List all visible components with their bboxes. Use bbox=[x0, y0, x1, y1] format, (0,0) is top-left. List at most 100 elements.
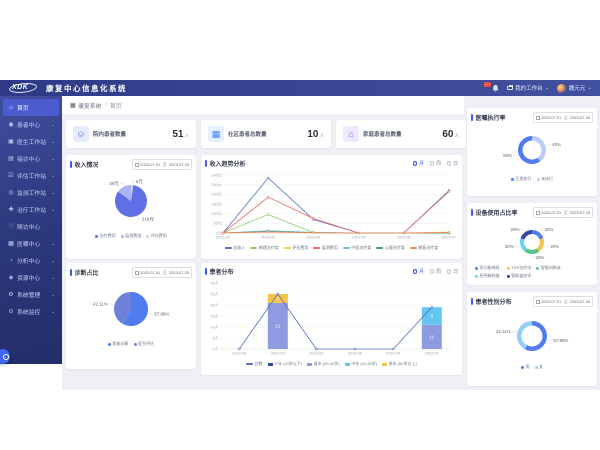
chevron-down-icon: ⌄ bbox=[51, 121, 55, 127]
svg-text:5人: 5人 bbox=[213, 335, 219, 340]
legend-item[interactable]: 未执行 bbox=[536, 176, 553, 182]
chart-legend: 总收入 物理治疗类 评估费用 监测费用 中医治疗类 心理治疗类 康复治疗类 bbox=[205, 245, 458, 251]
legend-item[interactable]: 物理治疗类 bbox=[250, 245, 279, 251]
date-range-picker[interactable]: 2023-07-01 至 2023-07-25 bbox=[532, 207, 593, 218]
legend-item[interactable]: 医生评估 bbox=[133, 341, 154, 347]
legend-item[interactable]: 智能姿态评.. bbox=[506, 273, 533, 279]
period-radio-日[interactable]: 日 bbox=[446, 160, 458, 167]
workbench-menu[interactable]: 我的工作台 ⌄ bbox=[506, 84, 549, 92]
sidebar-item-1[interactable]: ⌂ 首页 bbox=[3, 99, 59, 116]
stat-unit: 人 bbox=[184, 132, 190, 138]
legend-item[interactable]: 康复治疗类 bbox=[409, 245, 438, 251]
panel-title: 患者分布 bbox=[209, 270, 234, 276]
svg-text:42.11%: 42.11% bbox=[93, 301, 108, 306]
sidebar-item-4[interactable]: ▤ 接诊中心 ⌄ bbox=[3, 150, 59, 167]
notification-bell-icon[interactable] bbox=[483, 82, 499, 92]
svg-text:150元: 150元 bbox=[211, 202, 221, 206]
sidebar-item-label: 资源中心 bbox=[17, 276, 41, 282]
sidebar-item-11[interactable]: ◈ 资源中心 ⌄ bbox=[3, 269, 59, 286]
sidebar-item-9[interactable]: ▦ 医嘱中心 ⌄ bbox=[3, 235, 59, 252]
legend-item[interactable]: 经颅磁刺激.. bbox=[475, 273, 502, 279]
gender-panel: 患者性别分布 2023-07-01 至 2023-07-25 57.89% 42.… bbox=[467, 292, 597, 386]
diagnosis-panel: 诊断占比 2023-07-01 至 2023-07-25 57.89% 42.11… bbox=[66, 263, 196, 369]
legend-item[interactable]: 正常执行 bbox=[511, 176, 532, 182]
date-range-picker[interactable]: 2023-07-01 至 2023-07-25 bbox=[532, 112, 593, 123]
legend-item[interactable]: 智能诊断 bbox=[108, 341, 129, 347]
period-radio-月[interactable]: 月 bbox=[412, 160, 424, 167]
income-trend-panel: 收入趋势分析 月周日 0元 50元 100元 150元 200元 250元 300元 2023… bbox=[201, 155, 462, 259]
legend-item[interactable]: 总收入 bbox=[224, 245, 245, 251]
legend-marker bbox=[120, 234, 124, 238]
chevron-down-icon: ⌄ bbox=[51, 206, 55, 212]
panel-header: 收入情况 2023-07-01 至 2023-07-25 bbox=[70, 159, 192, 170]
legend-item[interactable]: 智能训练床.. bbox=[536, 265, 563, 271]
calendar-icon bbox=[134, 162, 139, 167]
legend-item[interactable]: TDP治疗仪 bbox=[506, 265, 531, 271]
svg-text:2023-03: 2023-03 bbox=[261, 236, 275, 240]
sidebar-item-12[interactable]: ⚙ 系统管理 ⌄ bbox=[3, 286, 59, 303]
svg-text:0人: 0人 bbox=[213, 346, 219, 351]
sidebar-item-label: 接诊中心 bbox=[17, 157, 41, 163]
inpatient-icon: ☺ bbox=[73, 126, 89, 142]
period-radio-周[interactable]: 周 bbox=[429, 268, 441, 275]
legend-item[interactable]: 中医治疗类 bbox=[342, 245, 371, 251]
logo-swoosh bbox=[9, 83, 37, 93]
legend-marker bbox=[536, 266, 540, 270]
period-radio-月[interactable]: 月 bbox=[412, 268, 424, 275]
legend-item[interactable]: 男 bbox=[521, 364, 530, 370]
legend-item[interactable]: 监测费用 bbox=[313, 245, 338, 251]
svg-text:20%: 20% bbox=[511, 227, 520, 232]
date-range-picker[interactable]: 2023-07-01 至 2023-07-25 bbox=[131, 159, 192, 170]
sidebar-item-2[interactable]: ◉ 患者中心 ⌄ bbox=[3, 116, 59, 133]
main-content: ▦ 康复系统 / 首页 ☺ 院内患者数量 51人 ▦ 社区患者总数量 10人 ⌂ 家庭患者总数… bbox=[62, 96, 600, 390]
legend-item[interactable]: 女 bbox=[534, 364, 543, 370]
user-menu[interactable]: 魏元元 ⌄ bbox=[557, 83, 592, 93]
legend-item[interactable]: 少年 (20岁以下) bbox=[267, 361, 302, 367]
sidebar-item-8[interactable]: ♡ 随访中心 bbox=[3, 218, 59, 235]
date-range-picker[interactable]: 2023-07-01 至 2023-07-25 bbox=[532, 296, 593, 307]
chart-legend: 多功能神经.. TDP治疗仪 智能训练床.. 经颅磁刺激.. 智能姿态评.. bbox=[471, 265, 593, 279]
notification-badge bbox=[483, 82, 491, 87]
sidebar-item-label: 系统管理 bbox=[17, 293, 41, 299]
legend-item[interactable]: 中年 (41-60岁) bbox=[344, 361, 377, 367]
sidebar-item-5[interactable]: ☑ 评估工作站 ⌄ bbox=[3, 167, 59, 184]
legend-marker bbox=[307, 362, 313, 366]
panel-title: 设备使用占比率 bbox=[475, 211, 518, 217]
sidebar-item-label: 医嘱中心 bbox=[17, 242, 41, 248]
legend-item[interactable]: 治疗费用 bbox=[95, 233, 116, 239]
legend-item[interactable]: 老年 (60岁以上) bbox=[382, 361, 417, 367]
chevron-down-icon: ⌄ bbox=[51, 172, 55, 178]
breadcrumb-current: 首页 bbox=[110, 103, 122, 110]
resource-center-icon: ◈ bbox=[8, 275, 14, 281]
breadcrumb-root[interactable]: 康复系统 bbox=[78, 103, 102, 110]
panel-header: 设备使用占比率 2023-07-01 至 2023-07-25 bbox=[471, 207, 593, 218]
date-range-picker[interactable]: 2023-07-01 至 2023-07-25 bbox=[131, 267, 192, 278]
sidebar-item-3[interactable]: ▣ 医生工作站 ⌄ bbox=[3, 133, 59, 150]
legend-item[interactable]: 评估费用 bbox=[283, 245, 308, 251]
sidebar-item-10[interactable]: ◔ 分析中心 ⌄ bbox=[3, 252, 59, 269]
legend-item[interactable]: 心理治疗类 bbox=[376, 245, 405, 251]
radio-dot bbox=[446, 161, 452, 166]
svg-text:6元: 6元 bbox=[136, 179, 143, 185]
period-radio-日[interactable]: 日 bbox=[446, 268, 458, 275]
chart-legend: 总数 少年 (20岁以下) 青年 (20-40岁) 中年 (41-60岁) 老年 (60… bbox=[205, 361, 458, 367]
sidebar-item-7[interactable]: ✚ 治疗工作站 ⌄ bbox=[3, 201, 59, 218]
sidebar-item-13[interactable]: ⊙ 系统监控 ⌄ bbox=[3, 303, 59, 320]
legend-item[interactable]: 评估费用 bbox=[146, 233, 167, 239]
gender-donut-chart: 57.89% 42.11% 男女 bbox=[471, 309, 593, 370]
calendar-icon bbox=[535, 299, 540, 304]
legend-item[interactable]: 青年 (20-40岁) bbox=[307, 361, 340, 367]
assistant-float-button[interactable] bbox=[0, 349, 10, 364]
svg-text:300元: 300元 bbox=[211, 173, 221, 177]
sidebar-item-6[interactable]: ◎ 监测工作站 ⌄ bbox=[3, 184, 59, 201]
orders-donut-chart: 40% 60% 正常执行 未执行 bbox=[471, 125, 593, 182]
svg-text:15人: 15人 bbox=[210, 313, 218, 318]
legend-item[interactable]: 总数 bbox=[246, 361, 263, 367]
period-radio-周[interactable]: 周 bbox=[429, 160, 441, 167]
legend-marker bbox=[344, 362, 350, 366]
radio-dot bbox=[446, 269, 452, 274]
legend-item[interactable]: 监测费用 bbox=[120, 233, 141, 239]
medical-order-center-icon: ▦ bbox=[8, 241, 14, 247]
legend-item[interactable]: 多功能神经.. bbox=[475, 265, 502, 271]
